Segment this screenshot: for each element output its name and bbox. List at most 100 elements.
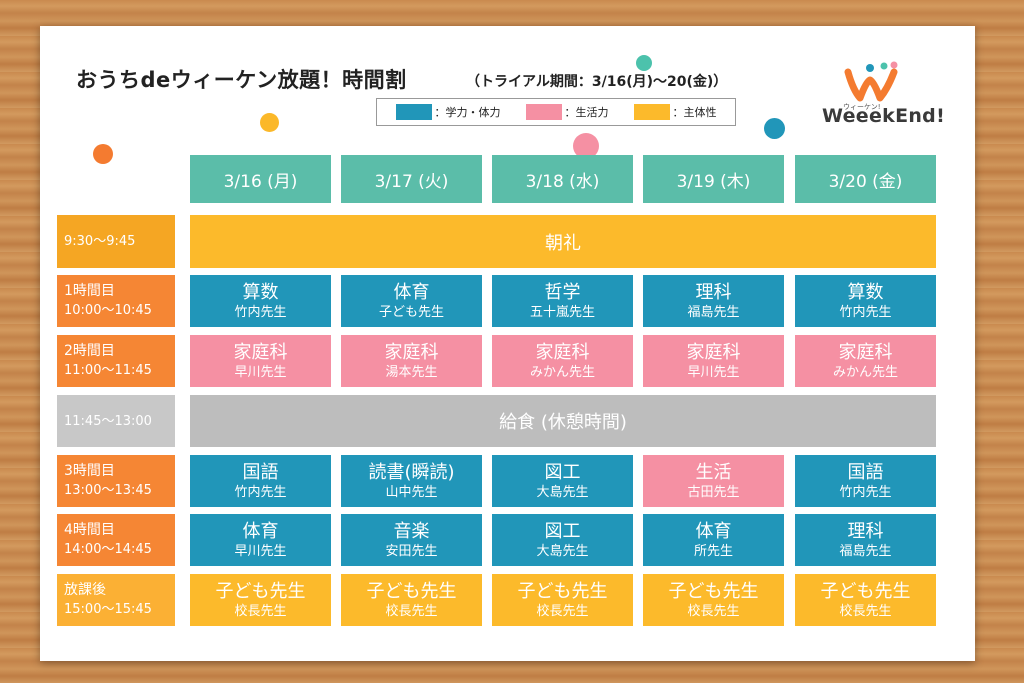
subject: 音楽	[393, 520, 430, 542]
subject: 理科	[695, 281, 732, 303]
subject: 算数	[847, 281, 884, 303]
time-range: 13:00～13:45	[64, 483, 152, 498]
subject: 子ども先生	[215, 580, 306, 602]
subject: 家庭科	[384, 341, 439, 363]
subject: 図工	[544, 520, 581, 542]
morning-assembly: 朝礼	[190, 215, 936, 268]
legend-label: ：生活力	[564, 106, 609, 119]
teacher: 校長先生	[839, 603, 892, 619]
class-cell: 子ども先生 校長先生	[643, 574, 784, 626]
class-cell: 図工 大島先生	[492, 514, 633, 566]
class-cell: 子ども先生 校長先生	[190, 574, 331, 626]
time-slot-after-school: 放課後 15:00～15:45	[57, 574, 175, 626]
teacher: 早川先生	[234, 364, 287, 380]
class-cell: 国語 竹内先生	[795, 455, 936, 507]
class-cell: 算数 竹内先生	[190, 275, 331, 327]
pink-dot	[573, 133, 599, 159]
subject: 子ども先生	[668, 580, 759, 602]
class-cell: 家庭科 みかん先生	[492, 335, 633, 387]
class-cell: 生活 古田先生	[643, 455, 784, 507]
page-title: おうちdeウィーケン放題！時間割	[76, 68, 407, 92]
day-header-thu: 3/19 (木)	[643, 155, 784, 203]
teal-dot	[636, 55, 652, 71]
subject: 理科	[847, 520, 884, 542]
subject: 算数	[242, 281, 279, 303]
day-header-fri: 3/20 (金)	[795, 155, 936, 203]
class-cell: 音楽 安田先生	[341, 514, 482, 566]
legend-item-initiative: ：主体性	[633, 104, 717, 120]
class-cell: 算数 竹内先生	[795, 275, 936, 327]
subject: 子ども先生	[366, 580, 457, 602]
teacher: 竹内先生	[234, 484, 287, 500]
legend-label: ：主体性	[672, 106, 717, 119]
class-cell: 子ども先生 校長先生	[341, 574, 482, 626]
legend-item-life: ：生活力	[525, 104, 609, 120]
period-name: 3時間目	[64, 463, 115, 479]
orange-dot	[93, 144, 113, 164]
day-header-mon: 3/16 (月)	[190, 155, 331, 203]
class-cell: 家庭科 みかん先生	[795, 335, 936, 387]
time-slot-period-2: 2時間目 11:00～11:45	[57, 335, 175, 387]
legend-swatch-blue	[395, 104, 432, 120]
class-cell: 家庭科 早川先生	[643, 335, 784, 387]
class-cell: 図工 大島先生	[492, 455, 633, 507]
teacher: 竹内先生	[839, 484, 892, 500]
subject: 体育	[242, 520, 279, 542]
time-range: 11:45～13:00	[64, 413, 152, 429]
time-slot-period-4: 4時間目 14:00～14:45	[57, 514, 175, 566]
teacher: みかん先生	[529, 364, 595, 380]
day-header-tue: 3/17 (火)	[341, 155, 482, 203]
period-name: 1時間目	[64, 283, 115, 299]
legend-label: ：学力・体力	[434, 106, 501, 119]
subject: 体育	[695, 520, 732, 542]
period-name: 2時間目	[64, 343, 115, 359]
subject: 家庭科	[686, 341, 741, 363]
teacher: みかん先生	[832, 364, 898, 380]
weekend-logo-icon	[844, 61, 898, 102]
teacher: 五十嵐先生	[529, 304, 595, 320]
logo-text: WeeekEnd!	[822, 105, 946, 127]
teacher: 校長先生	[536, 603, 589, 619]
subject: 家庭科	[838, 341, 893, 363]
class-cell: 子ども先生 校長先生	[492, 574, 633, 626]
time-range: 11:00～11:45	[64, 363, 152, 378]
time-slot-morning: 9:30～9:45	[57, 215, 175, 268]
class-cell: 家庭科 湯本先生	[341, 335, 482, 387]
blue-dot	[764, 118, 785, 139]
time-slot-period-1: 1時間目 10:00～10:45	[57, 275, 175, 327]
subject: 哲学	[544, 281, 581, 303]
teacher: 子ども先生	[378, 304, 444, 320]
legend-swatch-pink	[525, 104, 562, 120]
class-cell: 国語 竹内先生	[190, 455, 331, 507]
teacher: 竹内先生	[234, 304, 287, 320]
subject: 生活	[695, 461, 732, 483]
subject: 子ども先生	[517, 580, 608, 602]
time-range: 15:00～15:45	[64, 602, 152, 617]
teacher: 早川先生	[234, 543, 287, 559]
subject: 体育	[393, 281, 430, 303]
legend-item-academic: ：学力・体力	[395, 104, 501, 120]
teacher: 福島先生	[839, 543, 892, 559]
yellow-dot	[260, 113, 279, 132]
period-name: 放課後	[64, 582, 106, 598]
class-cell: 体育 早川先生	[190, 514, 331, 566]
subject: 家庭科	[233, 341, 288, 363]
teacher: 校長先生	[234, 603, 287, 619]
subject: 家庭科	[535, 341, 590, 363]
class-cell: 体育 子ども先生	[341, 275, 482, 327]
time-slot-lunch: 11:45～13:00	[57, 395, 175, 447]
class-cell: 哲学 五十嵐先生	[492, 275, 633, 327]
time-range: 14:00～14:45	[64, 542, 152, 557]
period-name: 4時間目	[64, 522, 115, 538]
teacher: 山中先生	[385, 484, 438, 500]
teacher: 大島先生	[536, 543, 589, 559]
subject: 子ども先生	[820, 580, 911, 602]
class-cell: 体育 所先生	[643, 514, 784, 566]
teacher: 安田先生	[385, 543, 438, 559]
teacher: 福島先生	[687, 304, 740, 320]
logo-subtext: ウィーケン!	[843, 103, 881, 111]
time-range: 10:00～10:45	[64, 303, 152, 318]
class-cell: 理科 福島先生	[795, 514, 936, 566]
teacher: 湯本先生	[385, 364, 438, 380]
subject: 国語	[242, 461, 279, 483]
